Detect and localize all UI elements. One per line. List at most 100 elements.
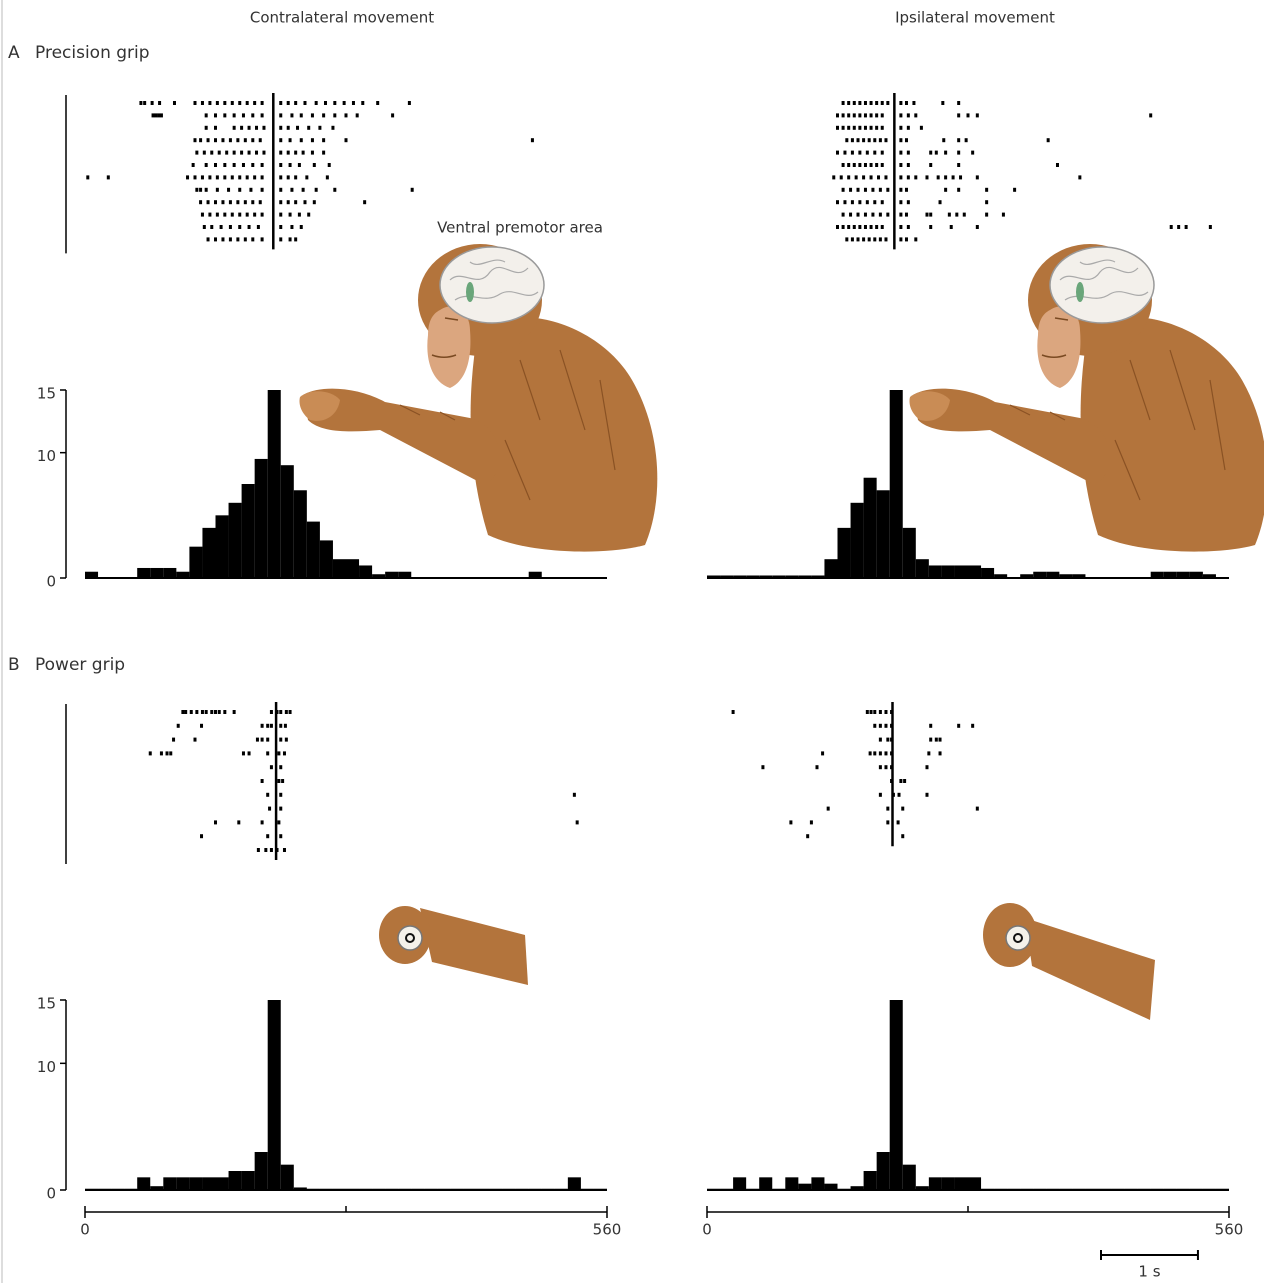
histogram-bar: [176, 1177, 190, 1190]
spike: [223, 113, 227, 118]
spike: [230, 175, 234, 180]
spike: [204, 187, 208, 192]
spike: [884, 751, 888, 756]
y-tick-label: 0: [46, 1185, 56, 1203]
spike: [258, 200, 262, 205]
spike: [143, 101, 147, 105]
spike: [262, 125, 266, 130]
spike: [914, 113, 918, 118]
spike: [841, 187, 845, 192]
spike: [279, 212, 283, 217]
histogram-bar: [941, 565, 955, 578]
histogram-bar: [746, 575, 760, 578]
spike: [299, 138, 303, 143]
spike: [331, 125, 335, 130]
spike: [288, 163, 292, 167]
histogram-bar: [1059, 1188, 1073, 1190]
histogram-bar: [385, 1188, 399, 1190]
spike: [391, 113, 395, 118]
spike: [255, 125, 259, 130]
spike: [106, 175, 110, 180]
spike: [275, 710, 279, 714]
spike: [886, 737, 890, 742]
histogram-bar: [476, 1188, 490, 1190]
spike: [307, 125, 311, 130]
spike: [858, 125, 862, 130]
spike: [899, 113, 903, 118]
histogram-bar: [928, 565, 942, 578]
spike: [891, 792, 895, 797]
spike: [296, 125, 300, 130]
spike: [260, 187, 264, 192]
spike: [884, 138, 888, 143]
histogram-bar: [772, 575, 786, 578]
spike: [856, 187, 860, 192]
histogram-bar: [707, 575, 721, 578]
spike: [223, 101, 227, 105]
spike: [886, 101, 890, 105]
spike: [223, 710, 227, 714]
histogram-bar: [759, 1177, 773, 1190]
spike: [269, 723, 273, 728]
histogram-bar: [837, 527, 851, 578]
spike: [985, 187, 989, 192]
spike: [200, 834, 204, 839]
spike: [847, 175, 851, 180]
spike: [172, 737, 176, 742]
spike: [841, 163, 845, 167]
spike: [867, 138, 871, 143]
spike: [904, 138, 908, 143]
spike: [975, 113, 979, 118]
spike: [260, 779, 264, 783]
spike: [262, 150, 266, 155]
spike: [836, 150, 839, 155]
histogram-bar: [580, 1188, 594, 1190]
spike: [232, 163, 236, 167]
spike: [236, 200, 240, 205]
histogram-bar: [733, 1177, 747, 1190]
spike: [223, 175, 227, 180]
spike: [251, 138, 255, 143]
spike: [279, 237, 283, 242]
spike: [260, 101, 264, 105]
histogram-bar: [902, 527, 916, 578]
spike: [858, 101, 862, 105]
spike: [880, 101, 884, 105]
histogram-bar: [981, 1188, 995, 1190]
spike: [890, 751, 894, 756]
spike: [232, 150, 236, 155]
spike: [871, 212, 875, 217]
spike: [279, 710, 283, 714]
spike: [260, 113, 264, 118]
spike: [158, 101, 162, 105]
spike: [575, 820, 579, 825]
spike: [172, 101, 176, 105]
histogram-bar: [319, 540, 333, 578]
spike: [307, 212, 311, 217]
spike: [269, 710, 273, 714]
histogram-bar: [1176, 1188, 1190, 1190]
spike: [251, 200, 255, 205]
spike: [856, 212, 860, 217]
spike: [899, 225, 903, 229]
histogram-bar: [306, 1188, 320, 1190]
spike: [957, 113, 961, 118]
histogram-bar: [1215, 1188, 1229, 1190]
spike: [279, 138, 283, 143]
spike: [195, 710, 199, 714]
spike: [1208, 225, 1212, 229]
spike: [204, 163, 208, 167]
spike: [899, 125, 903, 130]
spike: [975, 175, 979, 180]
spike: [1184, 225, 1188, 229]
spike: [176, 723, 180, 728]
spike: [165, 751, 169, 756]
spike: [227, 187, 231, 192]
spike: [845, 138, 849, 143]
spike: [899, 175, 903, 180]
histogram-bar: [150, 1186, 164, 1190]
histogram-bar: [293, 1187, 307, 1190]
spike: [929, 212, 933, 217]
spike: [901, 834, 905, 839]
